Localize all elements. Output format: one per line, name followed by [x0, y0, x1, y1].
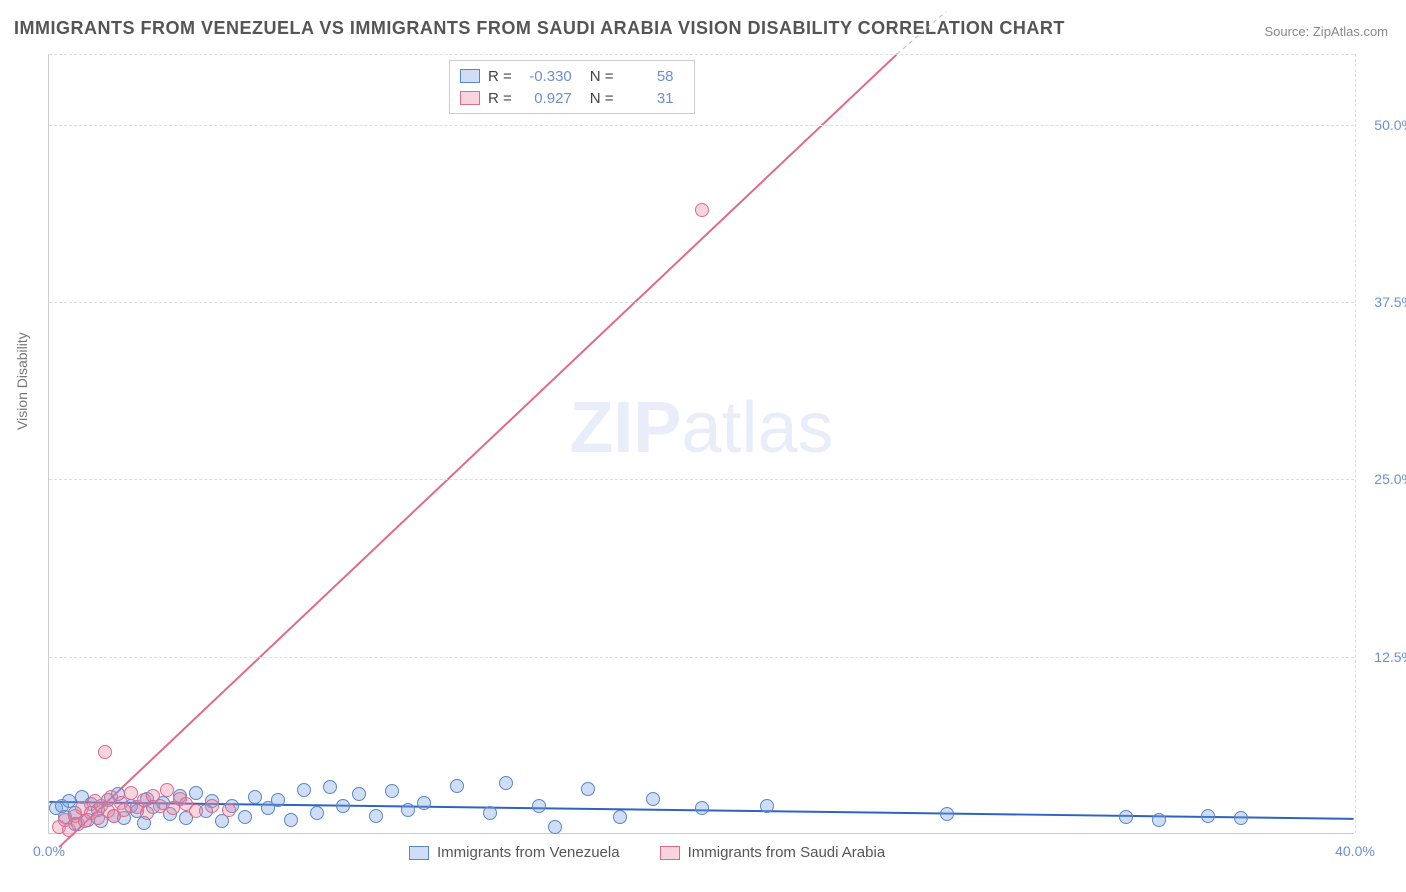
data-point-venezuela: [499, 776, 513, 790]
legend-swatch: [660, 846, 680, 860]
data-point-venezuela: [450, 779, 464, 793]
trend-lines-svg: [49, 54, 1354, 833]
data-point-saudi: [98, 745, 112, 759]
legend-n-value: 58: [626, 68, 674, 85]
legend-r-value: -0.330: [524, 68, 572, 85]
grid-line-h: [49, 54, 1354, 55]
legend-row-venezuela: R = -0.330 N = 58: [460, 65, 684, 87]
plot-area: ZIPatlas R =-0.330N =58R =0.927N =31 Imm…: [48, 54, 1354, 834]
series-legend-item-saudi: Immigrants from Saudi Arabia: [660, 844, 886, 861]
data-point-saudi: [205, 799, 219, 813]
grid-line-h: [49, 302, 1354, 303]
legend-n-label: N =: [590, 68, 614, 85]
trend-line-saudi: [59, 54, 897, 847]
legend-n-label: N =: [590, 90, 614, 107]
data-point-saudi: [189, 804, 203, 818]
data-point-saudi: [124, 786, 138, 800]
data-point-venezuela: [1152, 813, 1166, 827]
data-point-venezuela: [248, 790, 262, 804]
legend-swatch: [409, 846, 429, 860]
data-point-venezuela: [940, 807, 954, 821]
data-point-venezuela: [401, 803, 415, 817]
legend-r-label: R =: [488, 90, 512, 107]
data-point-venezuela: [483, 806, 497, 820]
series-legend-label: Immigrants from Saudi Arabia: [688, 844, 886, 861]
data-point-saudi: [117, 803, 131, 817]
data-point-saudi: [153, 799, 167, 813]
grid-line-h: [49, 657, 1354, 658]
x-tick-label: 0.0%: [33, 843, 65, 859]
data-point-saudi: [222, 803, 236, 817]
legend-r-label: R =: [488, 68, 512, 85]
data-point-saudi: [695, 203, 709, 217]
data-point-venezuela: [271, 793, 285, 807]
data-point-venezuela: [695, 801, 709, 815]
data-point-venezuela: [323, 780, 337, 794]
data-point-saudi: [160, 783, 174, 797]
data-point-venezuela: [284, 813, 298, 827]
grid-line-v: [1355, 54, 1356, 833]
legend-swatch: [460, 69, 480, 83]
data-point-venezuela: [581, 782, 595, 796]
data-point-venezuela: [613, 810, 627, 824]
y-tick-label: 25.0%: [1359, 471, 1406, 487]
data-point-venezuela: [369, 809, 383, 823]
data-point-saudi: [140, 806, 154, 820]
y-axis-title: Vision Disability: [14, 332, 30, 430]
data-point-venezuela: [238, 810, 252, 824]
series-legend: Immigrants from Venezuela Immigrants from…: [409, 844, 885, 861]
correlation-legend: R = -0.330 N = 58 R = 0.927 N = 31: [449, 60, 695, 114]
data-point-venezuela: [1234, 811, 1248, 825]
data-point-venezuela: [385, 784, 399, 798]
y-tick-label: 50.0%: [1359, 117, 1406, 133]
data-point-venezuela: [532, 799, 546, 813]
chart-title: IMMIGRANTS FROM VENEZUELA VS IMMIGRANTS …: [14, 18, 1065, 39]
legend-n-value: 31: [626, 90, 674, 107]
y-tick-label: 12.5%: [1359, 649, 1406, 665]
grid-line-h: [49, 479, 1354, 480]
data-point-venezuela: [548, 820, 562, 834]
legend-row-saudi: R = 0.927 N = 31: [460, 87, 684, 109]
legend-swatch: [460, 91, 480, 105]
grid-line-h: [49, 125, 1354, 126]
data-point-venezuela: [189, 786, 203, 800]
data-point-venezuela: [1119, 810, 1133, 824]
source-label: Source: ZipAtlas.com: [1264, 24, 1388, 39]
data-point-venezuela: [760, 799, 774, 813]
legend-r-value: 0.927: [524, 90, 572, 107]
series-legend-label: Immigrants from Venezuela: [437, 844, 620, 861]
x-tick-label: 40.0%: [1335, 843, 1375, 859]
data-point-venezuela: [646, 792, 660, 806]
y-tick-label: 37.5%: [1359, 294, 1406, 310]
data-point-venezuela: [1201, 809, 1215, 823]
series-legend-item-venezuela: Immigrants from Venezuela: [409, 844, 620, 861]
data-point-venezuela: [352, 787, 366, 801]
data-point-venezuela: [310, 806, 324, 820]
data-point-venezuela: [297, 783, 311, 797]
data-point-venezuela: [336, 799, 350, 813]
data-point-venezuela: [417, 796, 431, 810]
